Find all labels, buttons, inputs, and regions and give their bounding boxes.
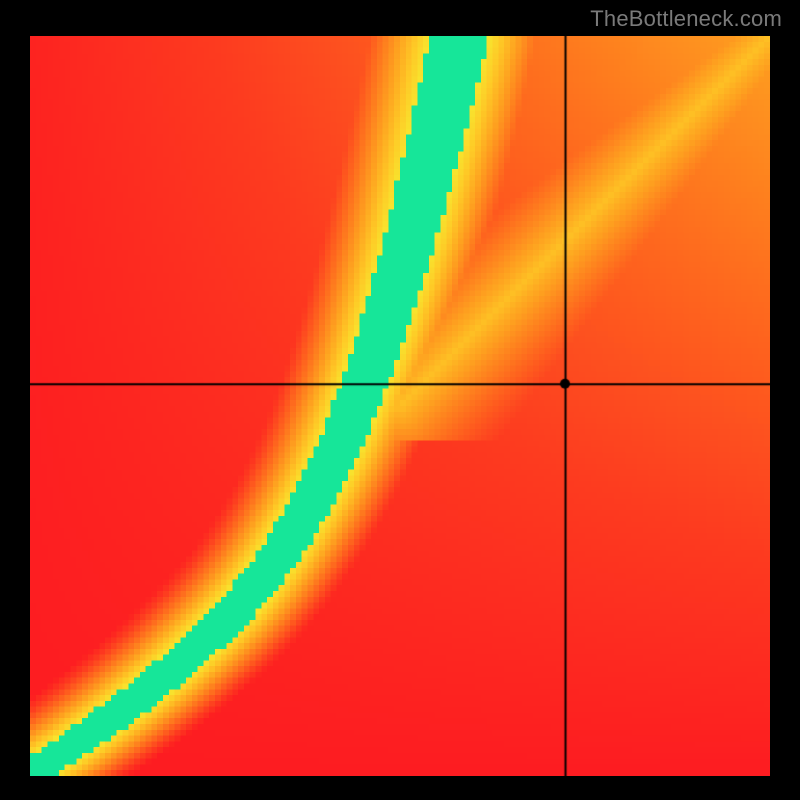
- figure-root: TheBottleneck.com: [0, 0, 800, 800]
- watermark-text: TheBottleneck.com: [590, 6, 782, 32]
- crosshair-overlay: [30, 36, 770, 776]
